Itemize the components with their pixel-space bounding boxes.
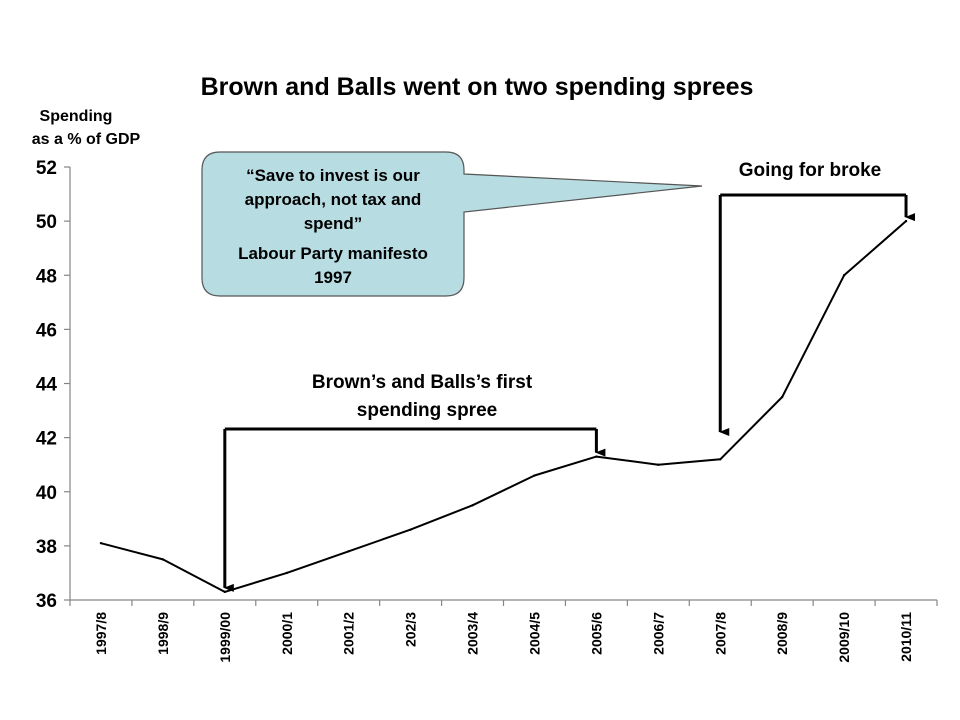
callout-line-1: “Save to invest is our xyxy=(246,166,420,185)
callout-bubble: “Save to invest is our approach, not tax… xyxy=(201,151,703,297)
x-tick-label: 202/3 xyxy=(403,612,419,647)
x-tick-label: 2001/2 xyxy=(341,612,357,655)
data-point xyxy=(657,463,660,466)
y-ticks: 36 38 40 42 44 46 48 50 52 xyxy=(36,158,70,612)
x-tick-label: 1997/8 xyxy=(93,612,109,655)
second-spree-label: Going for broke xyxy=(739,160,882,181)
x-ticks: 1997/8 1998/9 1999/00 2000/1 2001/2 202/3 2003… xyxy=(69,600,938,663)
y-axis-label-line-2: as a % of GDP xyxy=(32,131,141,148)
x-tick-label: 2006/7 xyxy=(650,612,666,655)
data-point xyxy=(471,504,474,507)
data-point xyxy=(533,474,536,477)
y-tick-label: 40 xyxy=(36,483,57,504)
data-point xyxy=(285,571,288,575)
x-tick-label: 2009/10 xyxy=(836,612,852,663)
first-spree-label-line-1: Brown’s and Balls’s first xyxy=(312,372,533,393)
x-tick-label: 1998/9 xyxy=(155,612,171,655)
x-tick-label: 2007/8 xyxy=(712,612,728,655)
x-tick-label: 2004/5 xyxy=(526,612,542,655)
data-point xyxy=(595,455,598,458)
data-point xyxy=(780,395,784,399)
series-group xyxy=(99,219,908,594)
x-tick-label: 2000/1 xyxy=(279,612,295,655)
data-point xyxy=(99,541,103,545)
chart-title: Brown and Balls went on two spending spr… xyxy=(201,73,754,101)
y-tick-label: 52 xyxy=(36,158,57,179)
x-tick-label: 2005/6 xyxy=(588,612,604,655)
y-tick-label: 36 xyxy=(36,591,57,612)
y-axis-label-line-1: Spending xyxy=(40,108,113,125)
x-tick-label: 2003/4 xyxy=(465,612,481,655)
data-point xyxy=(347,550,350,553)
y-tick-label: 38 xyxy=(36,537,57,558)
y-tick-label: 46 xyxy=(36,320,57,341)
callout-line-2: approach, not tax and xyxy=(245,190,422,209)
x-tick-label: 1999/00 xyxy=(217,612,233,663)
callout-shape xyxy=(201,151,703,297)
first-spree-bracket xyxy=(223,427,606,592)
y-tick-label: 48 xyxy=(36,266,57,287)
x-tick-label: 2010/11 xyxy=(898,612,914,662)
y-tick-label: 50 xyxy=(36,212,57,233)
second-spree-bracket xyxy=(718,193,916,436)
data-point xyxy=(409,528,412,531)
x-tick-label: 2008/9 xyxy=(774,612,790,655)
series-line xyxy=(100,220,907,593)
data-point xyxy=(719,458,722,461)
data-point xyxy=(223,590,227,594)
callout-line-3: spend” xyxy=(304,214,363,233)
callout-line-4: Labour Party manifesto xyxy=(238,244,428,263)
data-point xyxy=(904,219,908,223)
y-tick-label: 42 xyxy=(36,429,57,450)
data-point xyxy=(842,274,846,277)
first-spree-label-line-2: spending spree xyxy=(357,400,497,421)
data-point xyxy=(161,558,165,561)
y-tick-label: 44 xyxy=(36,375,58,396)
callout-line-5: 1997 xyxy=(314,268,352,287)
